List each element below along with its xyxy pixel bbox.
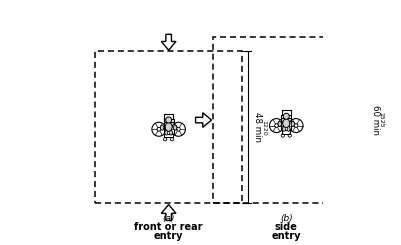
Ellipse shape bbox=[283, 127, 286, 131]
Text: 1525: 1525 bbox=[379, 112, 384, 128]
Ellipse shape bbox=[287, 127, 290, 131]
Circle shape bbox=[166, 117, 172, 123]
Polygon shape bbox=[161, 205, 176, 220]
Text: entry: entry bbox=[154, 231, 183, 241]
Text: entry: entry bbox=[271, 231, 301, 241]
Text: side: side bbox=[275, 222, 298, 232]
Polygon shape bbox=[161, 34, 176, 50]
Ellipse shape bbox=[278, 121, 282, 126]
Text: front or rear: front or rear bbox=[134, 222, 203, 232]
Ellipse shape bbox=[170, 130, 172, 135]
Text: 60 min: 60 min bbox=[371, 105, 380, 135]
Text: 48 min: 48 min bbox=[253, 112, 262, 142]
Bar bbox=[95, 51, 242, 203]
Ellipse shape bbox=[160, 125, 164, 130]
Polygon shape bbox=[361, 113, 377, 127]
Ellipse shape bbox=[165, 122, 172, 131]
Text: 1220: 1220 bbox=[261, 120, 266, 135]
Ellipse shape bbox=[165, 130, 168, 135]
Circle shape bbox=[283, 113, 289, 119]
Ellipse shape bbox=[291, 121, 294, 126]
Text: (b): (b) bbox=[280, 214, 293, 223]
Ellipse shape bbox=[174, 125, 177, 130]
Bar bbox=[213, 37, 360, 203]
Ellipse shape bbox=[283, 119, 290, 128]
Polygon shape bbox=[196, 113, 211, 127]
Text: (a): (a) bbox=[162, 214, 175, 223]
